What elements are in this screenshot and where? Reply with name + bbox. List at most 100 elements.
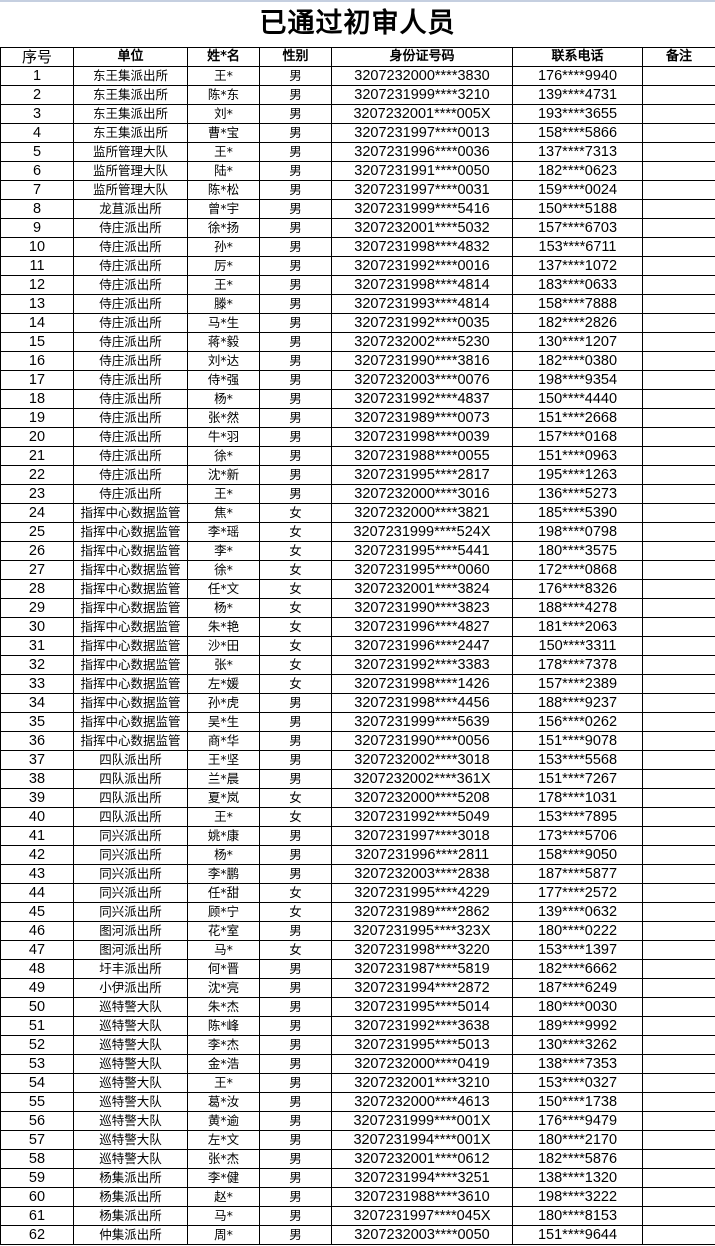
cell-unit: 侍庄派出所 xyxy=(73,294,188,314)
cell-gender: 女 xyxy=(259,541,332,561)
cell-id-number: 3207231998****4832 xyxy=(331,237,513,257)
cell-name: 王* xyxy=(187,66,260,86)
cell-unit: 巡特警大队 xyxy=(73,1130,188,1150)
cell-gender: 男 xyxy=(259,731,332,751)
table-row: 7 监所管理大队 陈*松男 3207231997****0031 159****0024 xyxy=(0,180,715,200)
cell-remarks xyxy=(642,579,715,599)
cell-id-number: 3207231989****2862 xyxy=(331,902,513,922)
cell-remarks xyxy=(642,1092,715,1112)
cell-remarks xyxy=(642,1111,715,1131)
cell-unit: 指挥中心数据监管 xyxy=(73,674,188,694)
cell-id-number: 3207231992****0016 xyxy=(331,256,513,276)
cell-id-number: 3207232003****2838 xyxy=(331,864,513,884)
cell-name: 王* xyxy=(187,484,260,504)
cell-seq: 21 xyxy=(0,446,74,466)
cell-unit: 同兴派出所 xyxy=(73,864,188,884)
cell-gender: 女 xyxy=(259,883,332,903)
cell-unit: 图河派出所 xyxy=(73,940,188,960)
cell-phone: 138****1320 xyxy=(512,1168,643,1188)
cell-id-number: 3207231999****5416 xyxy=(331,199,513,219)
cell-phone: 151****0963 xyxy=(512,446,643,466)
table-row: 60 杨集派出所 赵* 男 3207231988****3610 198****3222 xyxy=(0,1187,715,1207)
cell-id-number: 3207232001****3210 xyxy=(331,1073,513,1093)
cell-name: 任*甜 xyxy=(187,883,260,903)
cell-name: 徐* xyxy=(187,446,260,466)
cell-unit: 同兴派出所 xyxy=(73,826,188,846)
table-row: 54 巡特警大队 王* 男 3207232001****3210 153****0327 xyxy=(0,1073,715,1093)
cell-unit: 圩丰派出所 xyxy=(73,959,188,979)
cell-remarks xyxy=(642,769,715,789)
cell-name: 马* xyxy=(187,940,260,960)
cell-gender: 男 xyxy=(259,237,332,257)
cell-gender: 男 xyxy=(259,1035,332,1055)
cell-phone: 150****1738 xyxy=(512,1092,643,1112)
cell-phone: 180****2170 xyxy=(512,1130,643,1150)
cell-phone: 151****9644 xyxy=(512,1225,643,1245)
cell-id-number: 3207231999****524X xyxy=(331,522,513,542)
header-name: 姓*名 xyxy=(187,47,260,67)
cell-name: 李*健 xyxy=(187,1168,260,1188)
cell-id-number: 3207232000****3821 xyxy=(331,503,513,523)
cell-phone: 130****3262 xyxy=(512,1035,643,1055)
cell-remarks xyxy=(642,503,715,523)
cell-gender: 女 xyxy=(259,655,332,675)
cell-name: 任*文 xyxy=(187,579,260,599)
cell-id-number: 3207231995****0060 xyxy=(331,560,513,580)
cell-unit: 侍庄派出所 xyxy=(73,332,188,352)
cell-remarks xyxy=(642,997,715,1017)
cell-name: 商*华 xyxy=(187,731,260,751)
table-row: 58 巡特警大队 张*杰男 3207232001****0612 182****5876 xyxy=(0,1149,715,1169)
cell-remarks xyxy=(642,218,715,238)
cell-phone: 153****7895 xyxy=(512,807,643,827)
cell-seq: 57 xyxy=(0,1130,74,1150)
cell-phone: 185****5390 xyxy=(512,503,643,523)
cell-remarks xyxy=(642,845,715,865)
cell-seq: 50 xyxy=(0,997,74,1017)
cell-gender: 男 xyxy=(259,959,332,979)
table-row: 59 杨集派出所 李*健男 3207231994****3251 138****1320 xyxy=(0,1168,715,1188)
cell-name: 李*鹏 xyxy=(187,864,260,884)
cell-gender: 女 xyxy=(259,560,332,580)
cell-remarks xyxy=(642,674,715,694)
cell-name: 沈*新 xyxy=(187,465,260,485)
table-row: 9 侍庄派出所 徐*扬男 3207232001****5032 157****6703 xyxy=(0,218,715,238)
cell-remarks xyxy=(642,351,715,371)
header-unit: 单位 xyxy=(73,47,188,67)
cell-seq: 28 xyxy=(0,579,74,599)
cell-gender: 男 xyxy=(259,351,332,371)
cell-unit: 指挥中心数据监管 xyxy=(73,522,188,542)
cell-phone: 176****9940 xyxy=(512,66,643,86)
cell-remarks xyxy=(642,1035,715,1055)
cell-unit: 四队派出所 xyxy=(73,788,188,808)
cell-name: 朱*杰 xyxy=(187,997,260,1017)
cell-unit: 指挥中心数据监管 xyxy=(73,712,188,732)
cell-seq: 20 xyxy=(0,427,74,447)
cell-seq: 44 xyxy=(0,883,74,903)
cell-name: 陆* xyxy=(187,161,260,181)
cell-id-number: 3207231995****5441 xyxy=(331,541,513,561)
cell-gender: 男 xyxy=(259,180,332,200)
table-row: 1 东王集派出所 王* 男 3207232000****3830 176****9940 xyxy=(0,66,715,86)
cell-id-number: 3207231991****0050 xyxy=(331,161,513,181)
cell-unit: 侍庄派出所 xyxy=(73,427,188,447)
cell-gender: 女 xyxy=(259,807,332,827)
cell-seq: 4 xyxy=(0,123,74,143)
cell-gender: 男 xyxy=(259,1073,332,1093)
cell-gender: 男 xyxy=(259,427,332,447)
cell-unit: 指挥中心数据监管 xyxy=(73,560,188,580)
cell-unit: 四队派出所 xyxy=(73,750,188,770)
cell-seq: 45 xyxy=(0,902,74,922)
cell-phone: 182****5876 xyxy=(512,1149,643,1169)
cell-seq: 59 xyxy=(0,1168,74,1188)
cell-phone: 182****2826 xyxy=(512,313,643,333)
cell-remarks xyxy=(642,484,715,504)
cell-seq: 13 xyxy=(0,294,74,314)
cell-remarks xyxy=(642,465,715,485)
cell-seq: 51 xyxy=(0,1016,74,1036)
cell-name: 厉* xyxy=(187,256,260,276)
cell-gender: 男 xyxy=(259,104,332,124)
cell-phone: 158****9050 xyxy=(512,845,643,865)
cell-id-number: 3207231988****0055 xyxy=(331,446,513,466)
cell-gender: 男 xyxy=(259,142,332,162)
cell-gender: 男 xyxy=(259,294,332,314)
